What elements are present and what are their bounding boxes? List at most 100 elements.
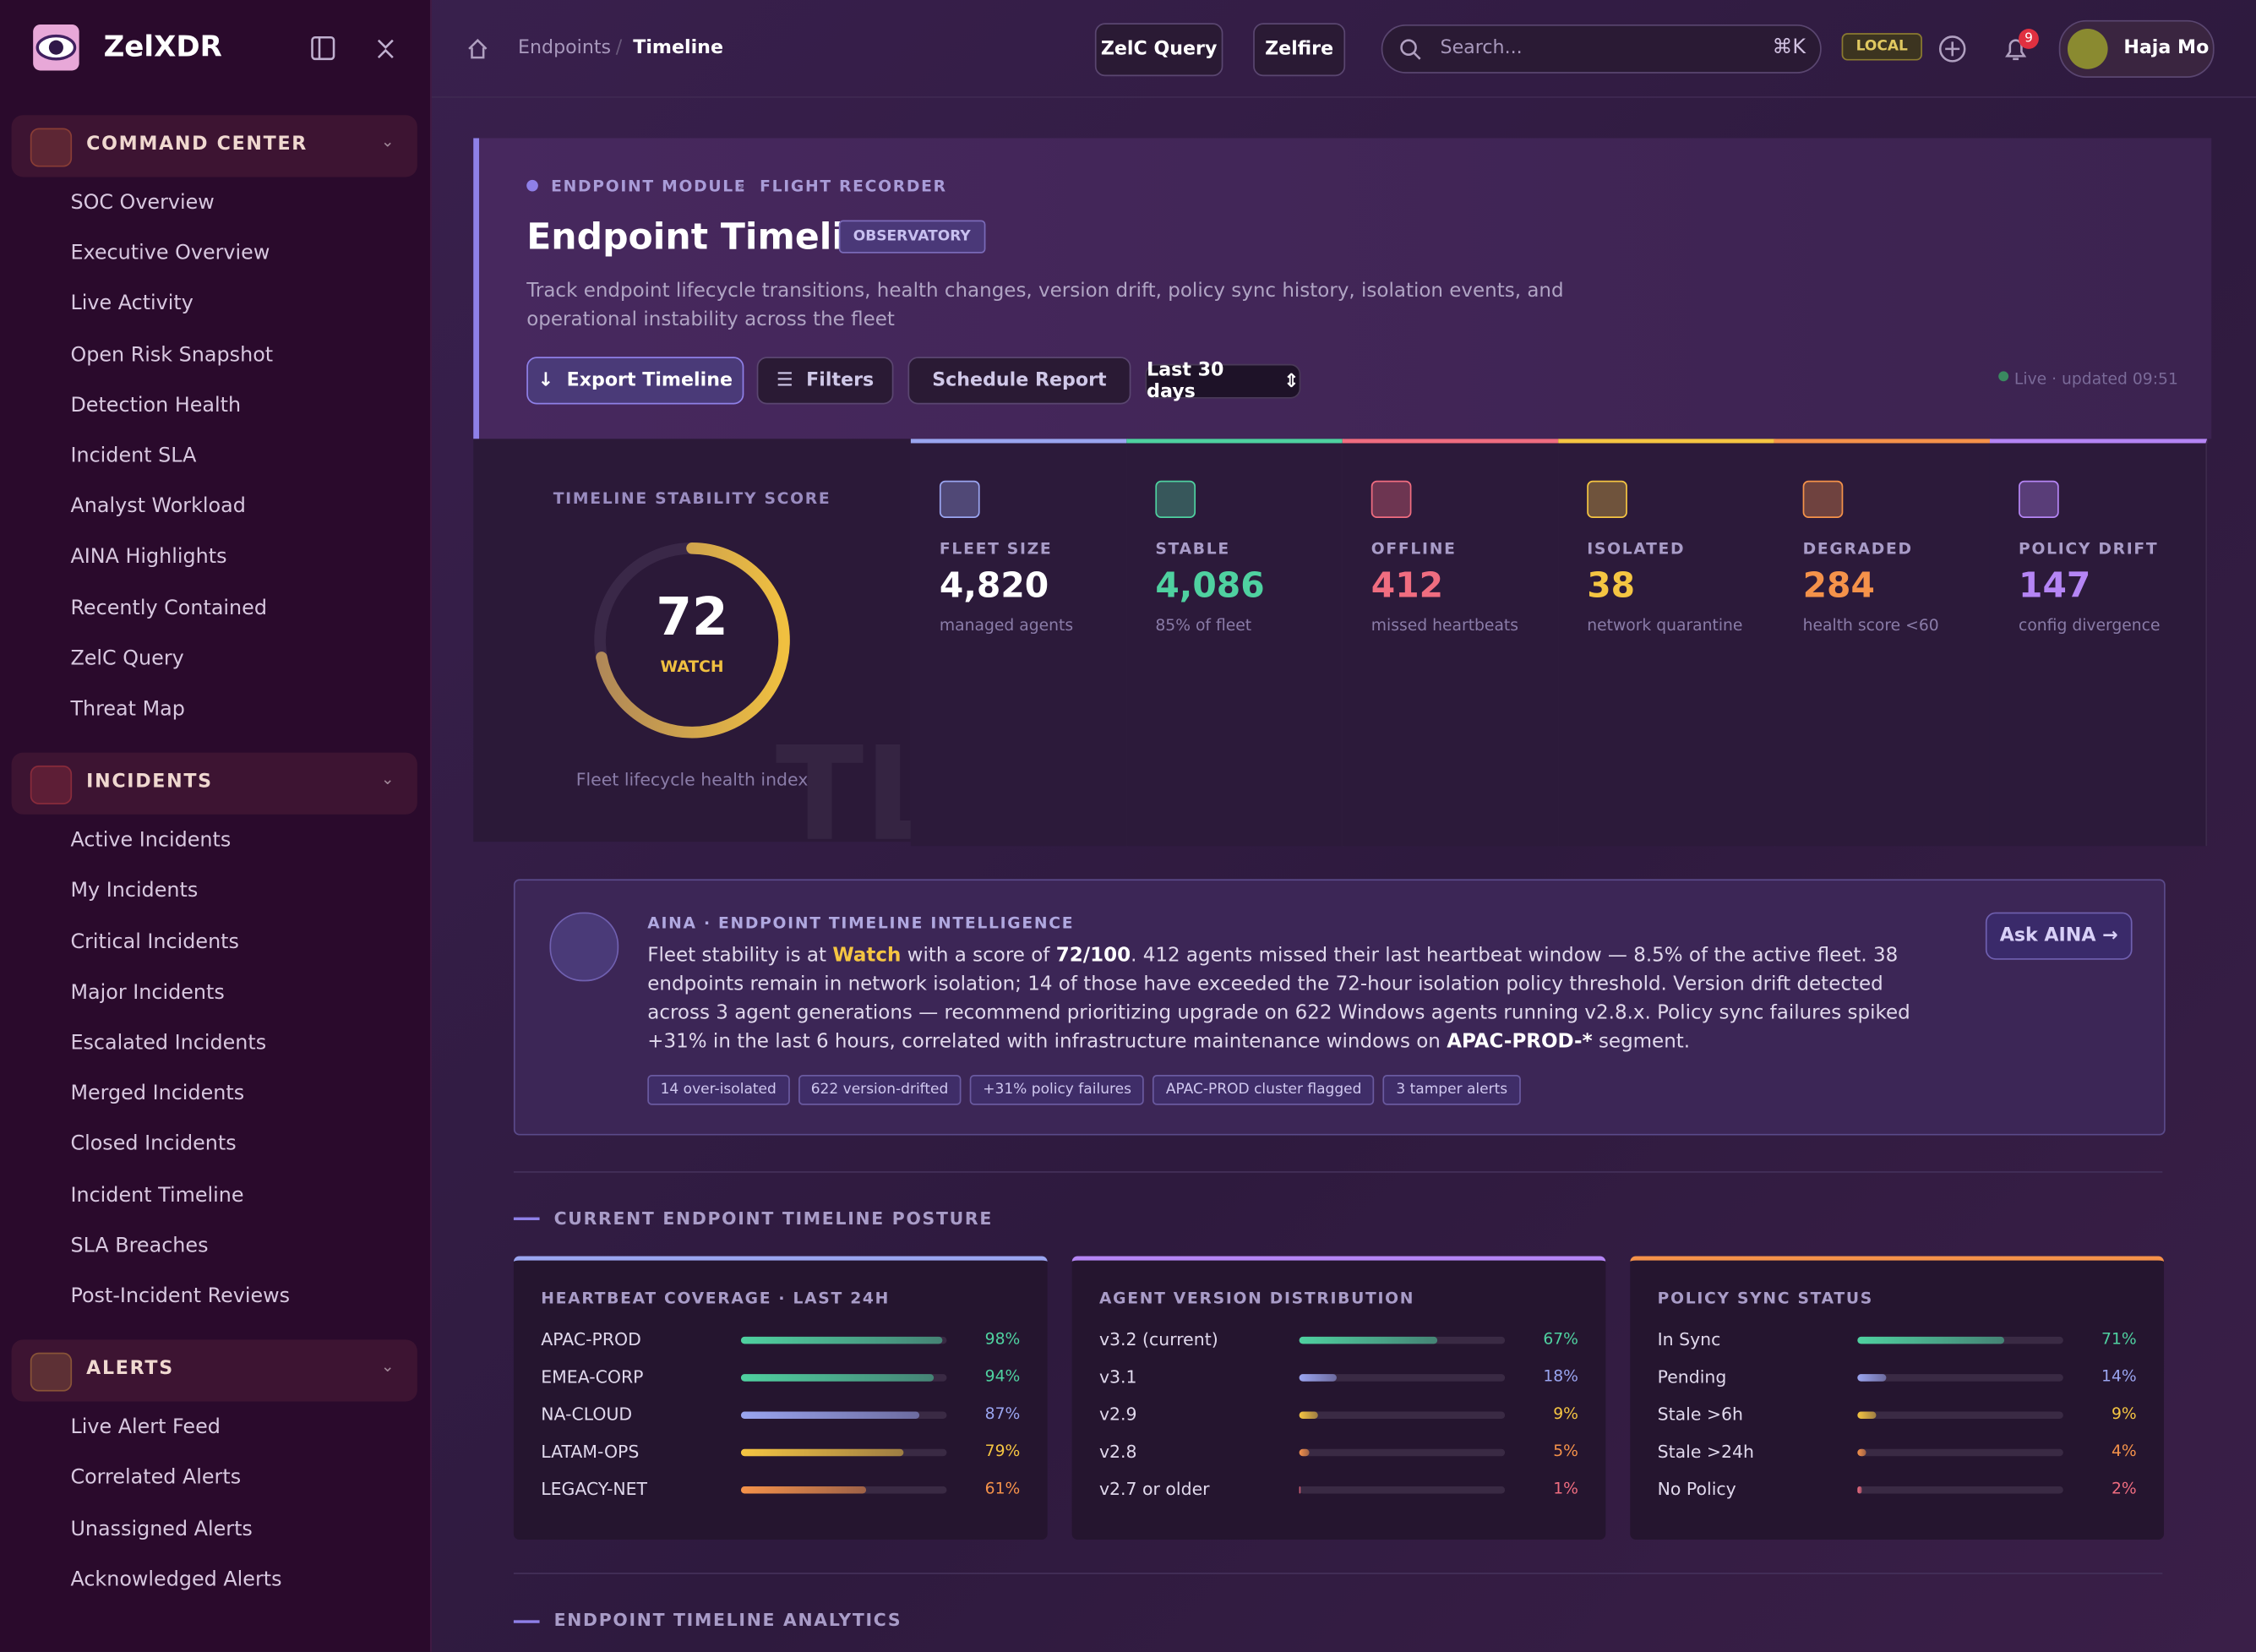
nav-section[interactable]: ALERTS ⌄ [11,1339,417,1402]
nav-item[interactable]: Analyst Workload [70,495,246,519]
label: Export Timeline [566,369,733,392]
stat-tile: POLICY DRIFT 147 config divergence [1989,439,2208,847]
nav-section[interactable]: COMMAND CENTER ⌄ [11,115,417,177]
chevron: ⌄ [380,770,395,789]
tag: 14 over-isolated [647,1074,790,1105]
aina-text: Fleet stability is at Watch with a score… [647,941,1949,1056]
nav-item[interactable]: Active Incidents [70,829,232,853]
bar-row: LEGACY-NET 61% [541,1479,1020,1516]
panel: AGENT VERSION DISTRIBUTION v3.2 (current)… [1071,1256,1606,1540]
hero-title: Endpoint Timeline [526,215,895,258]
text-run: . 412 agents missed their last heartbeat… [647,944,1910,1054]
range-select[interactable]: Last 30 days ⇕ [1145,360,1301,403]
nav-item[interactable]: ZelC Query [70,646,184,671]
nav-item[interactable]: Critical Incidents [70,930,239,954]
nav-item[interactable]: Incident SLA [70,444,197,468]
heading-mark [513,1620,540,1623]
nav-item[interactable]: Executive Overview [70,242,270,265]
text-run: 72/100 [1055,944,1131,968]
bell-icon[interactable] [2002,35,2030,63]
bar-value: 9% [2111,1404,2137,1424]
zelfire-button[interactable]: Zelfire [1253,23,1346,77]
bar-row: NA-CLOUD 87% [541,1404,1020,1442]
nav-item[interactable]: Unassigned Alerts [70,1517,253,1541]
stat-value: 284 [1802,565,1875,606]
nav-item[interactable]: Post-Incident Reviews [70,1284,291,1308]
score-arc [594,542,790,739]
nav-item[interactable]: AINA Highlights [70,546,227,570]
row-label: Pending [1657,1366,1727,1388]
filters-button[interactable]: ☰ Filters [756,357,894,405]
bar-track [1857,1411,2063,1419]
bar-track [740,1411,947,1419]
crumb: Timeline [633,37,723,59]
bar [740,1374,935,1382]
chevron: ⇕ [1277,370,1300,393]
bar-row: No Policy 2% [1658,1479,2137,1516]
home-icon[interactable] [466,37,489,60]
nav-item[interactable]: Live Alert Feed [70,1415,221,1440]
nav-item[interactable]: My Incidents [70,880,199,903]
bar-track [1857,1336,2063,1344]
search[interactable]: Search... ⌘K [1381,24,1822,74]
stat-sub: config divergence [2019,615,2161,635]
bar-value: 87% [984,1404,1021,1424]
query-button[interactable]: ZelC Query [1094,23,1223,77]
add-icon[interactable] [1938,35,1967,63]
bar-value: 4% [2111,1442,2137,1461]
crumb[interactable]: Endpoints [518,37,612,59]
score-value: 72 [656,588,728,648]
tag: 3 tamper alerts [1383,1074,1521,1105]
divider [513,1171,2163,1173]
nav-item[interactable]: Recently Contained [70,596,267,620]
sidebar-controls[interactable] [311,35,403,63]
bar [740,1336,943,1344]
nav-item[interactable]: Major Incidents [70,980,225,1005]
label: ☰ [776,369,807,392]
nav-item[interactable]: Detection Health [70,394,242,417]
nav-item[interactable]: Closed Incidents [70,1132,237,1157]
nav-item[interactable]: Open Risk Snapshot [70,343,274,367]
eyebrow: FLIGHT RECORDER [760,177,947,196]
logo [33,24,79,71]
stat-tile: STABLE 4,086 85% of fleet [1126,439,1344,847]
tag: 622 version-drifted [798,1074,962,1105]
row-label: Stale >24h [1657,1442,1754,1463]
bar-row: v2.7 or older 1% [1099,1479,1578,1516]
user-name: Haja Mo [2123,37,2210,59]
label: Last 30 days [1147,359,1224,403]
schedule-button[interactable]: Schedule Report [907,357,1131,405]
nav-item[interactable]: Escalated Incidents [70,1031,267,1055]
nav-item[interactable]: Acknowledged Alerts [70,1567,282,1591]
row-label: In Sync [1657,1329,1721,1350]
nav-item[interactable]: Live Activity [70,292,193,316]
nav-item[interactable]: Merged Incidents [70,1082,245,1106]
bar [1299,1486,1302,1494]
bar-track [740,1486,947,1494]
nav-item[interactable]: SLA Breaches [70,1234,209,1257]
bar-value: 94% [984,1366,1021,1386]
nav-item[interactable]: Incident Timeline [70,1183,244,1207]
brand: ZelXDR [103,29,222,63]
ask-aina-button[interactable]: Ask AINA → [1985,912,2133,960]
bar-value: 2% [2111,1479,2137,1498]
row-label: LEGACY-NET [541,1479,648,1500]
export-button[interactable]: ↓ Export Timeline [526,357,744,405]
nav-item[interactable]: Correlated Alerts [70,1466,242,1491]
stat-tile: ISOLATED 38 network quarantine [1558,439,1776,847]
panel: HEARTBEAT COVERAGE · LAST 24H APAC-PROD 98… [513,1256,1048,1540]
bar [740,1486,867,1494]
bar-track [740,1374,947,1382]
user-menu[interactable]: Haja Mo [2058,19,2215,78]
env-badge: LOCAL [1841,33,1922,61]
bar-track [740,1336,947,1344]
stat-sub: missed heartbeats [1370,615,1519,635]
text-run: Watch [832,944,902,968]
section-icon [30,766,73,805]
nav-section[interactable]: INCIDENTS ⌄ [11,752,417,815]
nav-item[interactable]: Threat Map [70,697,185,722]
text-run: APAC-PROD-* [1447,1030,1593,1054]
nav-item[interactable]: SOC Overview [70,191,215,215]
dot [526,179,538,192]
